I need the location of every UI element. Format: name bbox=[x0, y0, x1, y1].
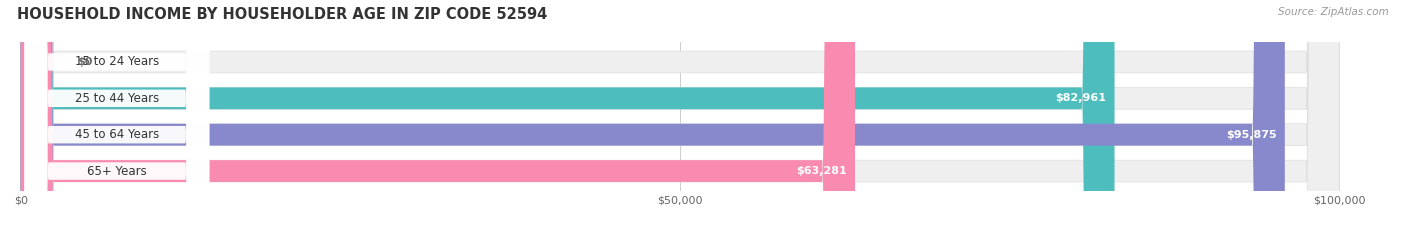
Text: $95,875: $95,875 bbox=[1226, 130, 1277, 140]
FancyBboxPatch shape bbox=[21, 0, 1339, 233]
Text: $0: $0 bbox=[77, 57, 93, 67]
FancyBboxPatch shape bbox=[21, 0, 1339, 233]
Text: $63,281: $63,281 bbox=[796, 166, 848, 176]
FancyBboxPatch shape bbox=[21, 0, 1339, 233]
FancyBboxPatch shape bbox=[21, 0, 1285, 233]
Text: $82,961: $82,961 bbox=[1056, 93, 1107, 103]
Text: Source: ZipAtlas.com: Source: ZipAtlas.com bbox=[1278, 7, 1389, 17]
FancyBboxPatch shape bbox=[21, 0, 855, 233]
FancyBboxPatch shape bbox=[25, 0, 209, 233]
Text: 45 to 64 Years: 45 to 64 Years bbox=[75, 128, 159, 141]
FancyBboxPatch shape bbox=[25, 0, 209, 233]
FancyBboxPatch shape bbox=[21, 0, 53, 233]
Text: HOUSEHOLD INCOME BY HOUSEHOLDER AGE IN ZIP CODE 52594: HOUSEHOLD INCOME BY HOUSEHOLDER AGE IN Z… bbox=[17, 7, 547, 22]
FancyBboxPatch shape bbox=[25, 0, 209, 233]
Text: 25 to 44 Years: 25 to 44 Years bbox=[75, 92, 159, 105]
FancyBboxPatch shape bbox=[25, 0, 209, 233]
Text: 15 to 24 Years: 15 to 24 Years bbox=[75, 55, 159, 69]
Text: 65+ Years: 65+ Years bbox=[87, 164, 146, 178]
FancyBboxPatch shape bbox=[21, 0, 1115, 233]
FancyBboxPatch shape bbox=[21, 0, 1339, 233]
